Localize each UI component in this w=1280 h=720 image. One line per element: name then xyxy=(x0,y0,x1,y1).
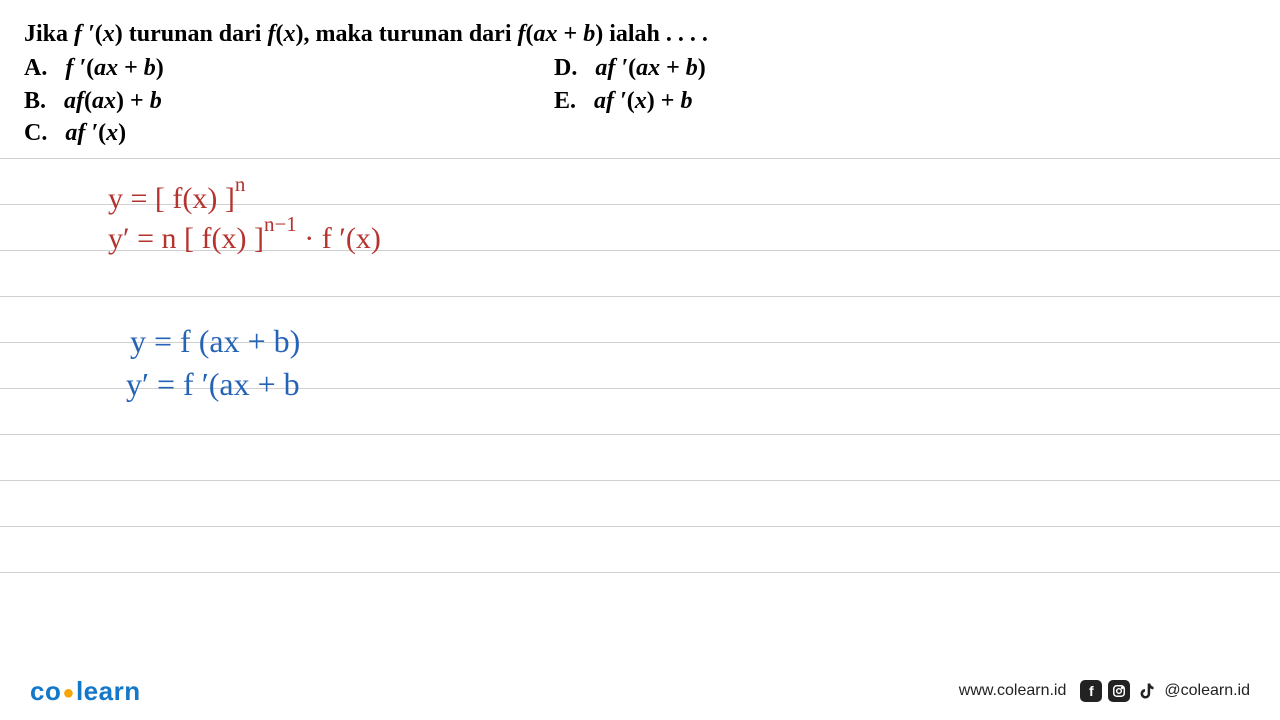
logo-learn: learn xyxy=(76,676,141,706)
footer: co●learn www.colearn.id f @colearn.id xyxy=(0,662,1280,720)
ruled-line xyxy=(0,250,1280,296)
option-a: A. f ′(ax + b) xyxy=(24,52,554,84)
handwriting-blue-line2: y′ = f ′(ax + b xyxy=(126,366,300,403)
option-c: C. af ′(x) xyxy=(24,117,554,149)
handwriting-red-line2: y′ = n [ f(x) ]n−1 · f ′(x) xyxy=(108,218,381,256)
handwriting-red-line1: y = [ f(x) ]n xyxy=(108,178,245,216)
options-col-right: D. af ′(ax + b) E. af ′(x) + b xyxy=(554,52,706,149)
footer-right: www.colearn.id f @colearn.id xyxy=(959,680,1250,702)
logo-co: co xyxy=(30,676,61,706)
social-icons: f @colearn.id xyxy=(1080,680,1250,702)
lined-paper: y = [ f(x) ]n y′ = n [ f(x) ]n−1 · f ′(x… xyxy=(0,158,1280,618)
question-block: Jika f ′(x) turunan dari f(x), maka turu… xyxy=(0,0,1280,158)
footer-url: www.colearn.id xyxy=(959,682,1067,700)
options-col-left: A. f ′(ax + b) B. af(ax) + b C. af ′(x) xyxy=(24,52,554,149)
ruled-line xyxy=(0,480,1280,526)
logo-dot-icon: ● xyxy=(61,682,76,704)
option-b: B. af(ax) + b xyxy=(24,85,554,117)
ruled-line xyxy=(0,572,1280,618)
option-d: D. af ′(ax + b) xyxy=(554,52,706,84)
ruled-line xyxy=(0,434,1280,480)
option-e: E. af ′(x) + b xyxy=(554,85,706,117)
brand-logo: co●learn xyxy=(30,676,141,707)
options-row: A. f ′(ax + b) B. af(ax) + b C. af ′(x) … xyxy=(24,52,1256,149)
handwriting-blue-line1: y = f (ax + b) xyxy=(130,323,300,360)
instagram-icon xyxy=(1108,680,1130,702)
tiktok-icon xyxy=(1136,680,1158,702)
facebook-icon: f xyxy=(1080,680,1102,702)
question-prompt: Jika f ′(x) turunan dari f(x), maka turu… xyxy=(24,18,1256,50)
ruled-line xyxy=(0,526,1280,572)
footer-handle: @colearn.id xyxy=(1164,682,1250,700)
